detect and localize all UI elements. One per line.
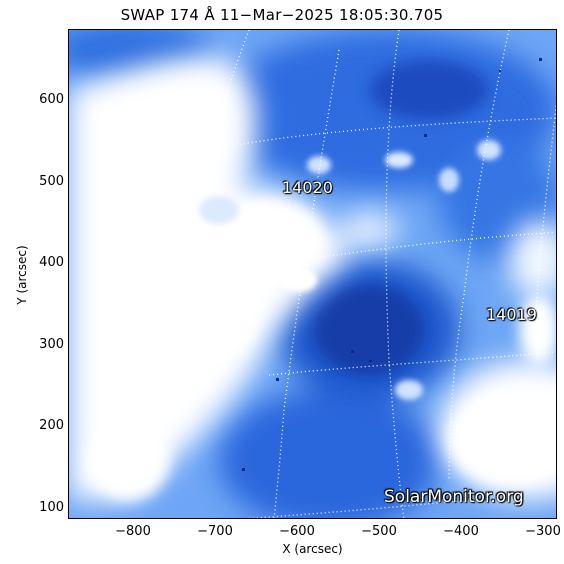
y-tick-label: 100 (39, 500, 64, 515)
x-tick-label: −400 (443, 524, 479, 539)
small-bright-features (199, 140, 501, 400)
x-tick-label: −800 (115, 524, 151, 539)
swap-euv-image (69, 30, 556, 518)
active-region-label: 14020 (282, 178, 333, 197)
darkest-coronal-core (314, 60, 489, 375)
y-axis-label: Y (arcsec) (15, 245, 29, 305)
figure-title: SWAP 174 Å 11−Mar−2025 18:05:30.705 (120, 6, 444, 24)
x-tick-label: −600 (279, 524, 315, 539)
y-tick-label: 400 (39, 255, 64, 270)
x-tick-label: −300 (525, 524, 561, 539)
solar-image-panel (68, 29, 557, 519)
active-region-label: 14019 (486, 305, 537, 324)
x-tick-label: −700 (197, 524, 233, 539)
solarmonitor-watermark: SolarMonitor.org (384, 487, 524, 507)
y-tick-label: 200 (39, 418, 64, 433)
x-axis-label: X (arcsec) (282, 542, 343, 556)
heliographic-grid (128, 30, 556, 518)
y-tick-label: 300 (39, 337, 64, 352)
x-tick-label: −500 (361, 524, 397, 539)
y-tick-label: 600 (39, 92, 64, 107)
pixel-noise (242, 58, 542, 471)
bright-loop-cores (89, 200, 556, 500)
y-tick-label: 500 (39, 174, 64, 189)
